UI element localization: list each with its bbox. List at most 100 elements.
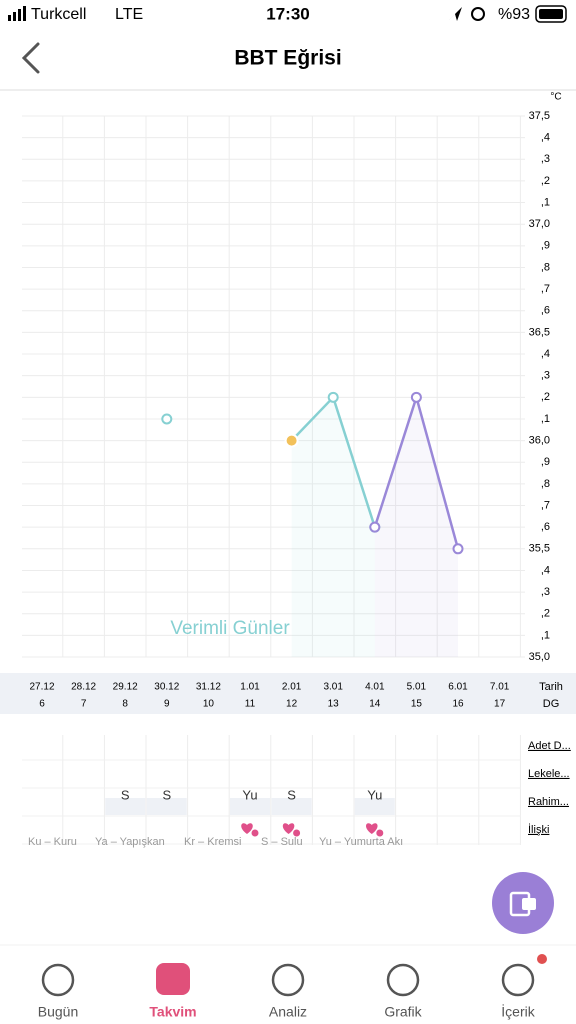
tab[interactable]: Grafik bbox=[384, 963, 423, 1020]
heart-badge bbox=[375, 828, 385, 838]
day-label: 8 bbox=[122, 699, 128, 710]
day-label: 16 bbox=[452, 699, 464, 710]
date-label: 28.12 bbox=[71, 682, 96, 693]
date-label: 6.01 bbox=[448, 682, 468, 693]
date-label: 3.01 bbox=[323, 682, 343, 693]
y-tick-label: 37,5 bbox=[529, 110, 550, 122]
y-tick-label: ,3 bbox=[541, 370, 550, 382]
tab-icon bbox=[501, 963, 535, 997]
legend-item: Ku – Kuru bbox=[28, 836, 77, 848]
y-tick-label: 37,0 bbox=[529, 218, 550, 230]
date-label: 7.01 bbox=[490, 682, 510, 693]
heart-badge bbox=[292, 828, 302, 838]
cervical-mark: Yu bbox=[367, 787, 382, 802]
tab-icon bbox=[156, 963, 190, 995]
cell-bg bbox=[105, 798, 146, 815]
date-row-label: Tarih bbox=[539, 681, 563, 693]
chart-grid bbox=[22, 115, 525, 845]
y-tick-label: ,6 bbox=[541, 305, 550, 317]
battery-text: %93 bbox=[498, 6, 530, 23]
y-tick-label: ,7 bbox=[541, 499, 550, 511]
y-tick-label: ,8 bbox=[541, 261, 550, 273]
page-title: BBT Eğrisi bbox=[234, 47, 341, 70]
tab-label: Grafik bbox=[384, 1004, 422, 1020]
cell-bg bbox=[146, 798, 187, 815]
tab-label: Analiz bbox=[269, 1004, 307, 1020]
y-tick-label: ,7 bbox=[541, 283, 550, 295]
point bbox=[369, 521, 381, 533]
cervical-mark: S bbox=[121, 787, 130, 802]
cell-bg bbox=[271, 798, 312, 815]
heart-icon bbox=[241, 823, 253, 834]
tab[interactable]: Analiz bbox=[269, 963, 307, 1020]
back-button[interactable] bbox=[21, 42, 40, 74]
y-tick-label: 35,5 bbox=[529, 543, 550, 555]
day-row-label: DG bbox=[543, 698, 560, 710]
date-label: 30.12 bbox=[154, 682, 179, 693]
record-row-label: İlişki bbox=[528, 823, 549, 836]
day-label: 6 bbox=[39, 699, 45, 710]
y-tick-label: ,1 bbox=[541, 629, 550, 641]
record-row-label: Adet D... bbox=[528, 740, 571, 752]
day-label: 13 bbox=[328, 699, 340, 710]
date-label: 2.01 bbox=[282, 682, 302, 693]
tab-label: Bugün bbox=[38, 1004, 78, 1020]
point bbox=[161, 413, 173, 425]
y-tick-label: ,3 bbox=[541, 586, 550, 598]
tab-label: İçerik bbox=[501, 1003, 535, 1020]
y-tick-label: ,2 bbox=[541, 608, 550, 620]
line-area bbox=[374, 397, 458, 657]
legend-item: S – Sulu bbox=[261, 836, 303, 848]
cell-bg bbox=[230, 798, 270, 815]
date-label: 27.12 bbox=[29, 682, 54, 693]
day-label: 12 bbox=[286, 699, 298, 710]
record-row-label: Lekele... bbox=[528, 768, 570, 780]
day-label: 11 bbox=[245, 699, 256, 710]
y-tick-label: ,4 bbox=[541, 348, 550, 360]
line-area bbox=[291, 397, 375, 657]
legend-item: Yu – Yumurta Akı bbox=[319, 836, 403, 848]
cervical-mark: Yu bbox=[242, 787, 257, 802]
tab[interactable]: Takvim bbox=[149, 963, 197, 1020]
y-tick-label: ,8 bbox=[541, 478, 550, 490]
location-icon bbox=[449, 7, 462, 21]
y-tick-label: 36,0 bbox=[529, 435, 550, 447]
date-label: 31.12 bbox=[196, 682, 221, 693]
tab-icon bbox=[41, 963, 75, 997]
day-label: 9 bbox=[164, 699, 170, 710]
day-label: 10 bbox=[203, 699, 215, 710]
battery bbox=[535, 5, 567, 23]
y-tick-label: ,2 bbox=[541, 175, 550, 187]
signal bbox=[8, 6, 26, 21]
y-tick-label: ,6 bbox=[541, 521, 550, 533]
day-label: 15 bbox=[411, 699, 423, 710]
y-tick-label: ,2 bbox=[541, 391, 550, 403]
y-tick-label: 35,0 bbox=[529, 651, 550, 663]
ovulation-point bbox=[284, 433, 299, 448]
day-label: 17 bbox=[494, 699, 506, 710]
date-label: 29.12 bbox=[113, 682, 138, 693]
day-label: 14 bbox=[369, 699, 381, 710]
annotation: Verimli Günler bbox=[170, 618, 290, 639]
lock-icon bbox=[471, 7, 485, 21]
heart-badge bbox=[250, 828, 260, 838]
y-tick-label: ,1 bbox=[541, 196, 550, 208]
point bbox=[327, 391, 339, 403]
tab[interactable]: Bugün bbox=[38, 963, 78, 1020]
legend-item: Ya – Yapışkan bbox=[95, 836, 165, 848]
date-band bbox=[0, 673, 576, 714]
cervical-mark: S bbox=[287, 787, 296, 802]
date-label: 1.01 bbox=[240, 682, 260, 693]
badge bbox=[537, 954, 547, 964]
y-tick-label: ,9 bbox=[541, 240, 550, 252]
tab[interactable]: İçerik bbox=[501, 963, 536, 1020]
point bbox=[410, 391, 422, 403]
unit-label: °C bbox=[550, 92, 561, 103]
y-tick-label: 36,5 bbox=[529, 326, 550, 338]
day-label: 7 bbox=[81, 699, 87, 710]
point bbox=[452, 543, 464, 555]
network: LTE bbox=[115, 6, 143, 23]
heart-icon bbox=[282, 823, 295, 834]
battery-level bbox=[539, 9, 563, 19]
